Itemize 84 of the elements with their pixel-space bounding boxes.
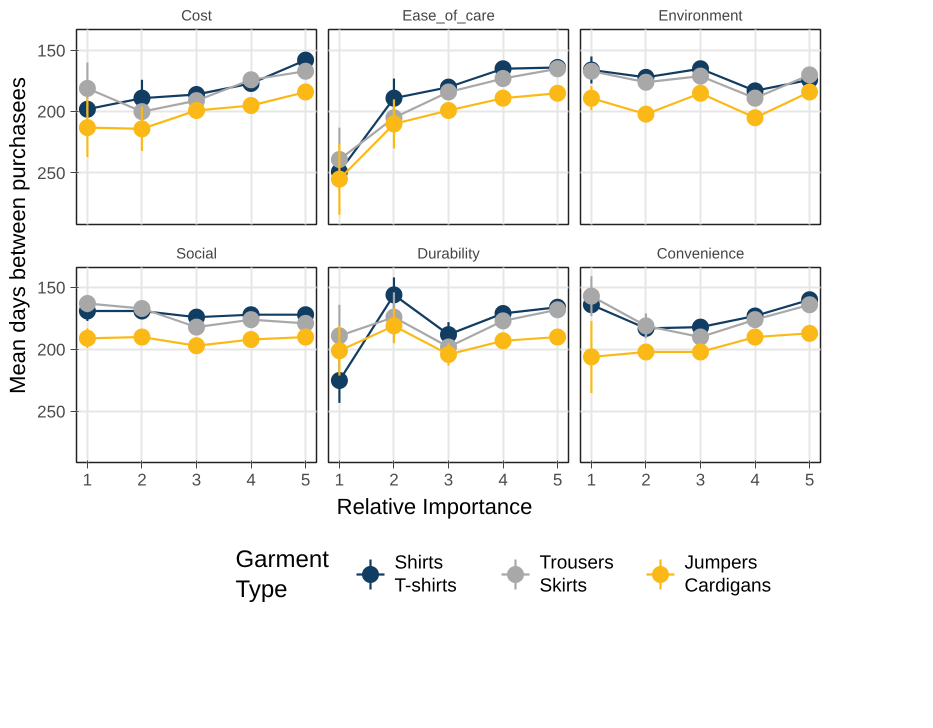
point: [637, 74, 654, 91]
chart-title: Social: [176, 246, 217, 262]
y-tick-label: 250: [37, 164, 66, 183]
point: [133, 120, 150, 138]
point: [242, 97, 260, 114]
legend-title: Garment Type: [236, 546, 330, 603]
point: [637, 106, 654, 123]
point: [692, 328, 709, 346]
point: [385, 115, 402, 132]
legend-label: Trousers Skirts: [540, 552, 614, 597]
x-tick-label: 3: [444, 470, 454, 490]
point: [692, 84, 709, 102]
point: [440, 102, 457, 119]
x-tick-label: 4: [498, 470, 508, 490]
point: [330, 170, 348, 188]
point: [549, 84, 566, 102]
point: [746, 109, 764, 126]
point: [440, 84, 457, 101]
chart-title: Durability: [417, 246, 480, 262]
point: [297, 62, 314, 80]
point: [78, 119, 96, 136]
point: [637, 343, 654, 360]
y-axis-title: Mean days between purchasees: [5, 77, 30, 394]
x-tick-label: 3: [696, 470, 706, 490]
x-tick-label: 2: [389, 470, 399, 490]
point: [440, 346, 457, 363]
chart-title: Environment: [658, 8, 744, 24]
x-tick-label: 2: [137, 470, 147, 490]
x-tick-label: 5: [552, 470, 562, 490]
point: [582, 348, 600, 366]
point: [330, 372, 348, 390]
legend-label: Jumpers Cardigans: [684, 552, 772, 597]
point: [242, 331, 260, 348]
chart-title: Convenience: [656, 246, 744, 262]
x-tick-label: 3: [192, 470, 202, 490]
point: [692, 68, 709, 85]
point: [582, 90, 600, 107]
x-tick-label: 4: [246, 470, 256, 490]
point: [746, 311, 764, 328]
y-tick-label: 150: [37, 41, 66, 60]
point: [188, 102, 205, 119]
point: [582, 288, 600, 305]
point: [801, 296, 818, 314]
point: [549, 328, 566, 346]
point: [297, 84, 314, 101]
y-tick-label: 200: [37, 340, 66, 360]
point: [188, 337, 205, 354]
point: [746, 90, 764, 107]
chart-title: Ease_of_care: [402, 8, 495, 24]
x-tick-label: 5: [804, 470, 814, 490]
point: [494, 312, 512, 330]
point: [78, 330, 96, 347]
point: [746, 328, 764, 346]
point: [801, 84, 818, 101]
point: [78, 80, 96, 97]
x-axis-title: Relative Importance: [336, 494, 532, 519]
x-tick-label: 1: [82, 470, 92, 490]
point: [297, 314, 314, 332]
point: [801, 324, 818, 342]
point: [188, 318, 205, 336]
x-tick-label: 5: [300, 470, 310, 490]
y-tick-label: 150: [37, 278, 66, 298]
chart-title: Cost: [181, 8, 213, 24]
point: [494, 70, 512, 88]
point: [801, 66, 818, 84]
x-tick-label: 4: [750, 470, 760, 490]
point: [692, 343, 709, 360]
x-tick-label: 1: [334, 470, 344, 490]
y-tick-label: 200: [37, 102, 66, 122]
point: [133, 328, 150, 346]
point: [330, 342, 348, 360]
legend-label: Shirts T-shirts: [394, 552, 457, 597]
point: [494, 332, 512, 350]
x-tick-label: 2: [641, 470, 651, 490]
point: [133, 90, 150, 107]
point: [297, 328, 314, 346]
y-tick-label: 250: [37, 402, 66, 422]
point: [385, 90, 402, 107]
point: [385, 317, 402, 334]
point: [78, 295, 96, 312]
point: [242, 311, 260, 328]
point: [494, 90, 512, 107]
point: [242, 71, 260, 88]
x-tick-label: 1: [586, 470, 596, 490]
